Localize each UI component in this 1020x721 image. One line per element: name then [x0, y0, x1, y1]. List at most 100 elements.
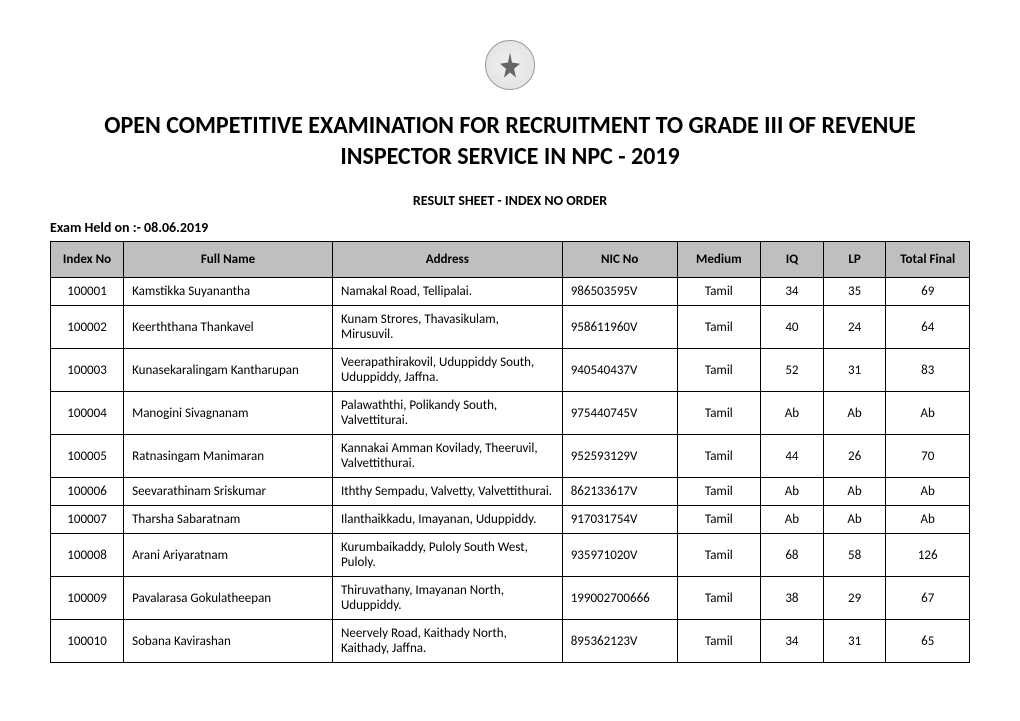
cell-lp: Ab — [823, 478, 886, 506]
cell-medium: Tamil — [677, 306, 761, 349]
cell-iq: 44 — [761, 435, 824, 478]
cell-iq: 52 — [761, 349, 824, 392]
cell-name: Keerththana Thankavel — [124, 306, 333, 349]
results-table: Index No Full Name Address NIC No Medium… — [50, 241, 970, 663]
cell-lp: 26 — [823, 435, 886, 478]
emblem-logo — [485, 40, 535, 90]
cell-address: Ilanthaikkadu, Imayanan, Uduppiddy. — [332, 506, 562, 534]
table-body: 100001 Kamstikka Suyanantha Namakal Road… — [51, 278, 970, 663]
cell-address: Namakal Road, Tellipalai. — [332, 278, 562, 306]
cell-name: Pavalarasa Gokulatheepan — [124, 577, 333, 620]
cell-address: Thiruvathany, Imayanan North, Uduppiddy. — [332, 577, 562, 620]
cell-name: Tharsha Sabaratnam — [124, 506, 333, 534]
cell-lp: Ab — [823, 392, 886, 435]
cell-total: 126 — [886, 534, 970, 577]
cell-nic: 935971020V — [562, 534, 677, 577]
cell-total: 69 — [886, 278, 970, 306]
table-row: 100003 Kunasekaralingam Kantharupan Veer… — [51, 349, 970, 392]
cell-lp: 58 — [823, 534, 886, 577]
table-row: 100008 Arani Ariyaratnam Kurumbaikaddy, … — [51, 534, 970, 577]
col-header-iq: IQ — [761, 242, 824, 278]
cell-name: Ratnasingam Manimaran — [124, 435, 333, 478]
cell-medium: Tamil — [677, 278, 761, 306]
table-row: 100002 Keerththana Thankavel Kunam Stror… — [51, 306, 970, 349]
cell-name: Arani Ariyaratnam — [124, 534, 333, 577]
cell-lp: 24 — [823, 306, 886, 349]
cell-iq: 68 — [761, 534, 824, 577]
cell-iq: Ab — [761, 478, 824, 506]
cell-nic: 895362123V — [562, 620, 677, 663]
cell-nic: 952593129V — [562, 435, 677, 478]
cell-lp: 29 — [823, 577, 886, 620]
cell-iq: 40 — [761, 306, 824, 349]
cell-nic: 940540437V — [562, 349, 677, 392]
cell-name: Sobana Kavirashan — [124, 620, 333, 663]
cell-medium: Tamil — [677, 620, 761, 663]
cell-address: Kunam Strores, Thavasikulam, Mirusuvil. — [332, 306, 562, 349]
table-row: 100009 Pavalarasa Gokulatheepan Thiruvat… — [51, 577, 970, 620]
cell-nic: 975440745V — [562, 392, 677, 435]
exam-date-label: Exam Held on :- 08.06.2019 — [50, 219, 970, 236]
cell-iq: 38 — [761, 577, 824, 620]
col-header-medium: Medium — [677, 242, 761, 278]
col-header-index: Index No — [51, 242, 124, 278]
cell-medium: Tamil — [677, 506, 761, 534]
table-row: 100006 Seevarathinam Sriskumar Iththy Se… — [51, 478, 970, 506]
col-header-total: Total Final — [886, 242, 970, 278]
col-header-nic: NIC No — [562, 242, 677, 278]
cell-medium: Tamil — [677, 478, 761, 506]
cell-total: Ab — [886, 478, 970, 506]
cell-total: 83 — [886, 349, 970, 392]
cell-nic: 958611960V — [562, 306, 677, 349]
cell-iq: Ab — [761, 392, 824, 435]
cell-total: Ab — [886, 506, 970, 534]
cell-address: Kannakai Amman Kovilady, Theeruvil, Valv… — [332, 435, 562, 478]
cell-medium: Tamil — [677, 349, 761, 392]
cell-total: 70 — [886, 435, 970, 478]
cell-total: 65 — [886, 620, 970, 663]
table-row: 100005 Ratnasingam Manimaran Kannakai Am… — [51, 435, 970, 478]
table-row: 100007 Tharsha Sabaratnam Ilanthaikkadu,… — [51, 506, 970, 534]
table-header-row: Index No Full Name Address NIC No Medium… — [51, 242, 970, 278]
cell-iq: Ab — [761, 506, 824, 534]
cell-name: Manogini Sivagnanam — [124, 392, 333, 435]
cell-lp: 35 — [823, 278, 886, 306]
cell-medium: Tamil — [677, 392, 761, 435]
col-header-name: Full Name — [124, 242, 333, 278]
cell-nic: 986503595V — [562, 278, 677, 306]
cell-lp: 31 — [823, 620, 886, 663]
cell-index: 100007 — [51, 506, 124, 534]
cell-medium: Tamil — [677, 577, 761, 620]
cell-name: Kunasekaralingam Kantharupan — [124, 349, 333, 392]
table-row: 100010 Sobana Kavirashan Neervely Road, … — [51, 620, 970, 663]
cell-total: 64 — [886, 306, 970, 349]
cell-index: 100005 — [51, 435, 124, 478]
cell-index: 100001 — [51, 278, 124, 306]
document-title: OPEN COMPETITIVE EXAMINATION FOR RECRUIT… — [50, 110, 970, 172]
cell-medium: Tamil — [677, 435, 761, 478]
cell-address: Neervely Road, Kaithady North, Kaithady,… — [332, 620, 562, 663]
cell-lp: Ab — [823, 506, 886, 534]
cell-address: Iththy Sempadu, Valvetty, Valvettithurai… — [332, 478, 562, 506]
document-subtitle: RESULT SHEET - INDEX NO ORDER — [50, 192, 970, 209]
cell-address: Kurumbaikaddy, Puloly South West, Puloly… — [332, 534, 562, 577]
cell-nic: 917031754V — [562, 506, 677, 534]
table-row: 100001 Kamstikka Suyanantha Namakal Road… — [51, 278, 970, 306]
cell-index: 100009 — [51, 577, 124, 620]
cell-index: 100010 — [51, 620, 124, 663]
cell-total: 67 — [886, 577, 970, 620]
cell-index: 100002 — [51, 306, 124, 349]
cell-nic: 862133617V — [562, 478, 677, 506]
cell-medium: Tamil — [677, 534, 761, 577]
col-header-address: Address — [332, 242, 562, 278]
cell-address: Veerapathirakovil, Uduppiddy South, Udup… — [332, 349, 562, 392]
table-row: 100004 Manogini Sivagnanam Palawaththi, … — [51, 392, 970, 435]
col-header-lp: LP — [823, 242, 886, 278]
cell-lp: 31 — [823, 349, 886, 392]
logo-container — [50, 40, 970, 95]
cell-index: 100006 — [51, 478, 124, 506]
cell-name: Seevarathinam Sriskumar — [124, 478, 333, 506]
cell-index: 100008 — [51, 534, 124, 577]
cell-index: 100003 — [51, 349, 124, 392]
cell-name: Kamstikka Suyanantha — [124, 278, 333, 306]
